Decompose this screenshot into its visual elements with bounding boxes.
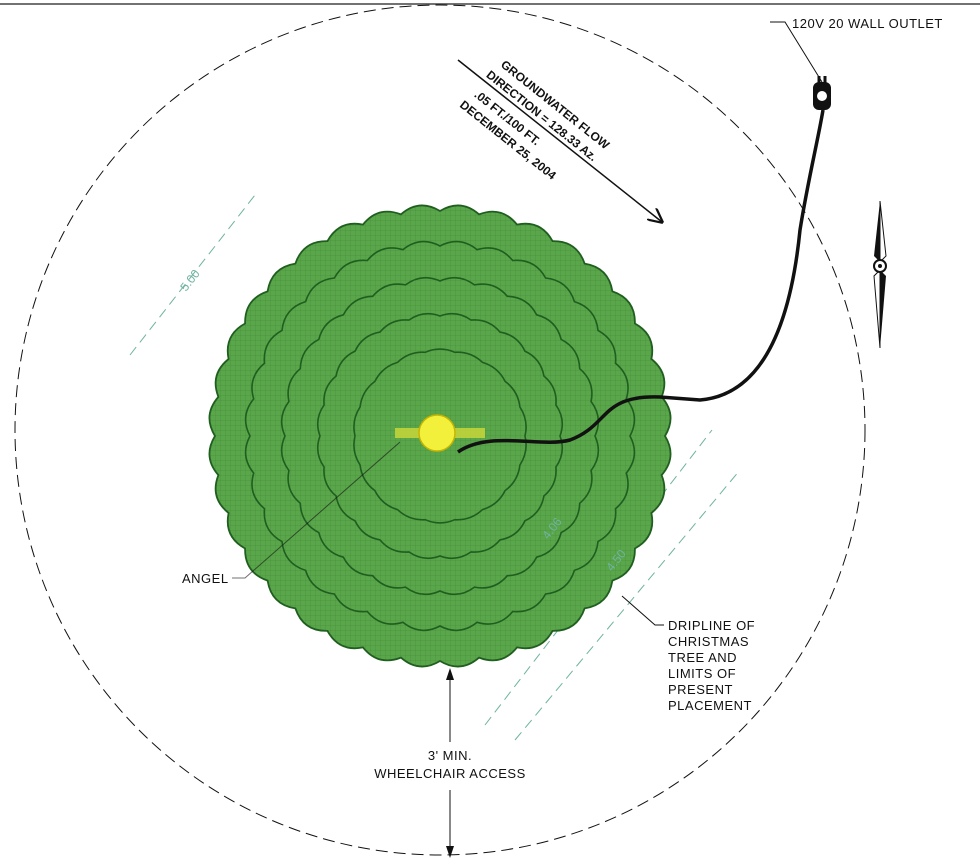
tree-ring-2	[280, 276, 600, 596]
outer-limit-circle	[14, 4, 866, 856]
north-arrow-icon	[873, 200, 887, 349]
outlet-label: 120V 20 WALL OUTLET	[792, 16, 943, 31]
svg-text:3' MIN.: 3' MIN.	[428, 748, 472, 763]
outlet-leader	[770, 21, 823, 83]
dripline-leader	[621, 595, 664, 626]
svg-text:PLACEMENT: PLACEMENT	[668, 698, 752, 713]
svg-text:CHRISTMAS: CHRISTMAS	[668, 634, 749, 649]
tree-ring-4	[353, 348, 527, 524]
angel-leader	[232, 441, 401, 579]
angel-topper	[395, 414, 485, 452]
dripline-label: DRIPLINE OF CHRISTMAS TREE AND LIMITS OF…	[668, 618, 755, 713]
svg-text:WHEELCHAIR ACCESS: WHEELCHAIR ACCESS	[374, 766, 526, 781]
svg-text:LIMITS OF: LIMITS OF	[668, 666, 736, 681]
angel-label: ANGEL	[182, 571, 229, 586]
groundwater-note: GROUNDWATER FLOW DIRECTION = 128.33 Az. …	[457, 57, 662, 222]
dimension-lines	[129, 194, 741, 741]
svg-text:DRIPLINE OF: DRIPLINE OF	[668, 618, 755, 633]
wheelchair-access-dimension: 3' MIN. WHEELCHAIR ACCESS	[374, 668, 526, 858]
power-cord	[457, 109, 825, 454]
svg-text:PRESENT: PRESENT	[668, 682, 733, 697]
tree-ring-3	[316, 312, 564, 560]
svg-text:TREE AND: TREE AND	[668, 650, 737, 665]
tree-ring-1	[244, 240, 636, 632]
